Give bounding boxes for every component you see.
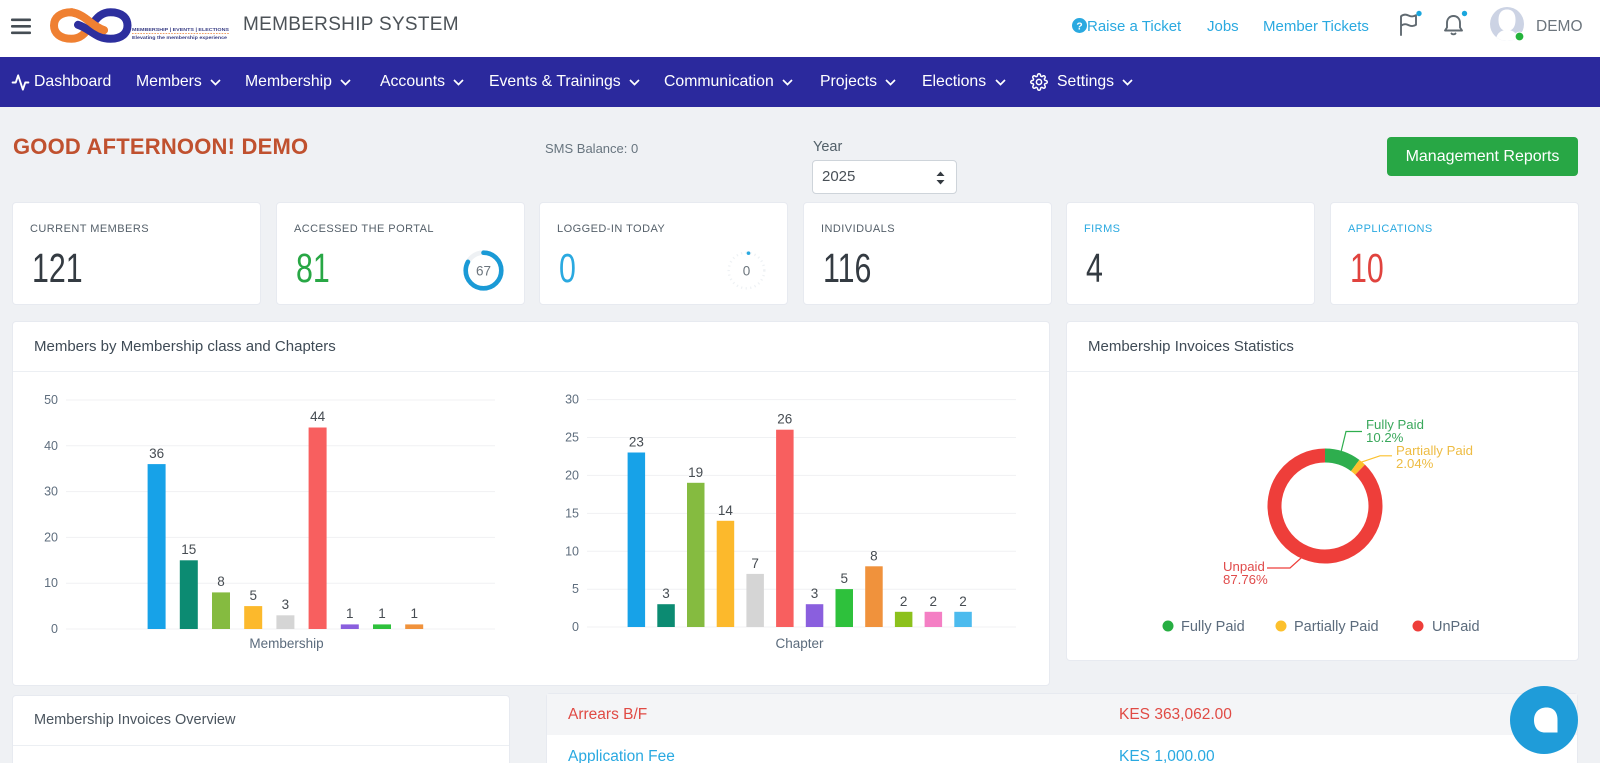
svg-text:8: 8 (217, 574, 225, 589)
svg-text:Fully Paid: Fully Paid (1181, 619, 1245, 635)
svg-text:20: 20 (565, 468, 579, 482)
svg-text:Partially Paid: Partially Paid (1396, 443, 1473, 458)
svg-text:1: 1 (378, 606, 386, 621)
svg-text:10: 10 (44, 576, 58, 590)
svg-text:MEMBERSHIP | EVENTS | ELECTION: MEMBERSHIP | EVENTS | ELECTIONS (132, 27, 229, 32)
svg-text:36: 36 (149, 446, 164, 461)
svg-text:20: 20 (44, 530, 58, 544)
svg-text:UnPaid: UnPaid (1432, 619, 1480, 635)
svg-text:Unpaid: Unpaid (1223, 559, 1265, 574)
svg-text:3: 3 (282, 597, 290, 612)
svg-text:8: 8 (870, 548, 878, 563)
svg-text:5: 5 (840, 571, 848, 586)
svg-text:7: 7 (751, 556, 759, 571)
svg-text:67: 67 (476, 264, 491, 279)
svg-text:Partially Paid: Partially Paid (1294, 619, 1379, 635)
svg-text:3: 3 (811, 586, 819, 601)
svg-text:Elevating the membership exper: Elevating the membership experience (132, 35, 228, 40)
svg-text:1: 1 (346, 606, 354, 621)
svg-text:15: 15 (181, 542, 196, 557)
svg-text:2: 2 (900, 594, 908, 609)
svg-text:5: 5 (249, 588, 257, 603)
svg-text:10.2%: 10.2% (1366, 430, 1404, 445)
svg-text:15: 15 (565, 506, 579, 520)
svg-text:30: 30 (44, 485, 58, 499)
svg-text:Fully Paid: Fully Paid (1366, 417, 1424, 432)
svg-text:2: 2 (959, 594, 967, 609)
svg-text:14: 14 (718, 503, 734, 518)
svg-text:5: 5 (572, 582, 579, 596)
svg-text:3: 3 (662, 586, 670, 601)
svg-text:Chapter: Chapter (775, 636, 824, 651)
svg-text:0: 0 (51, 622, 58, 636)
svg-text:50: 50 (44, 393, 58, 407)
svg-text:2.04%: 2.04% (1396, 456, 1434, 471)
svg-text:87.76%: 87.76% (1223, 572, 1268, 587)
svg-text:0: 0 (743, 264, 751, 279)
svg-text:1: 1 (410, 606, 418, 621)
svg-text:2: 2 (930, 594, 938, 609)
svg-text:30: 30 (565, 393, 579, 407)
svg-text:Membership: Membership (249, 636, 323, 651)
svg-text:40: 40 (44, 439, 58, 453)
svg-text:10: 10 (565, 544, 579, 558)
svg-text:26: 26 (777, 412, 792, 427)
svg-text:23: 23 (629, 435, 644, 450)
svg-text:44: 44 (310, 409, 326, 424)
svg-text:?: ? (1076, 21, 1082, 32)
svg-text:25: 25 (565, 431, 579, 445)
svg-text:0: 0 (572, 620, 579, 634)
svg-text:19: 19 (688, 465, 703, 480)
